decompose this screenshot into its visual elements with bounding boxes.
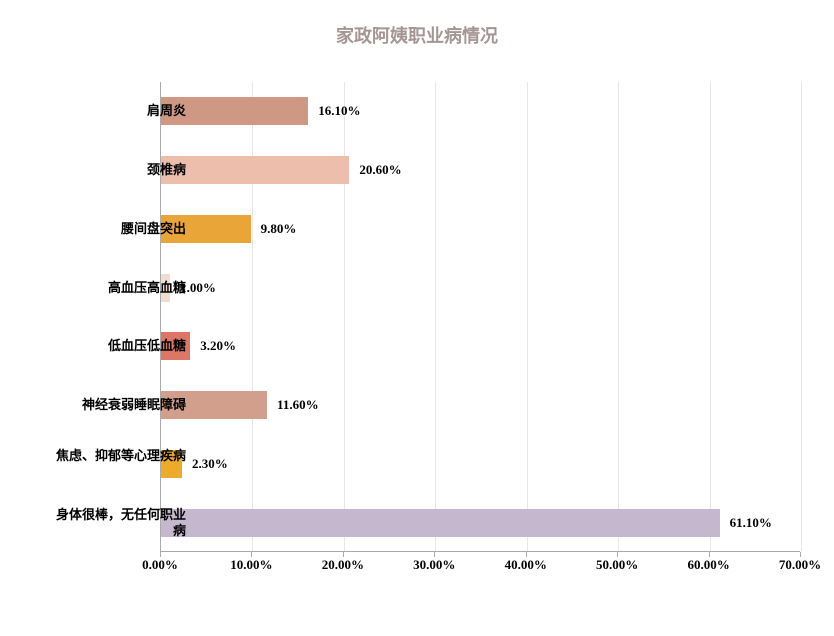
bar-value-label: 61.10%: [730, 515, 772, 531]
bar-value-label: 3.20%: [200, 338, 236, 354]
y-axis-label: 颈椎病: [56, 162, 186, 178]
bar: [161, 156, 349, 184]
x-tick-label: 0.00%: [142, 557, 178, 573]
x-tick-label: 70.00%: [779, 557, 821, 573]
x-tick-label: 60.00%: [687, 557, 729, 573]
y-axis-label: 肩周炎: [56, 103, 186, 119]
y-axis-label: 高血压高血糖: [56, 280, 186, 296]
y-axis-label: 低血压低血糖: [56, 338, 186, 354]
x-tick-label: 10.00%: [230, 557, 272, 573]
bar-row: 61.10%: [161, 493, 800, 552]
x-tick-label: 50.00%: [596, 557, 638, 573]
chart-title: 家政阿姨职业病情况: [0, 0, 834, 48]
bar-row: 11.60%: [161, 376, 800, 435]
gridline: [801, 82, 802, 551]
bar-value-label: 16.10%: [318, 103, 360, 119]
bar-value-label: 2.30%: [192, 456, 228, 472]
x-tick-label: 40.00%: [505, 557, 547, 573]
y-axis-label: 焦虑、抑郁等心理疾病: [56, 448, 186, 464]
bar-row: 3.20%: [161, 317, 800, 376]
bar-value-label: 9.80%: [261, 221, 297, 237]
bar-value-label: 11.60%: [277, 397, 319, 413]
x-tick-label: 20.00%: [322, 557, 364, 573]
bar: [161, 509, 720, 537]
y-axis-label: 身体很棒，无任何职业病: [56, 507, 186, 540]
bar-row: 20.60%: [161, 141, 800, 200]
y-axis-label: 腰间盘突出: [56, 221, 186, 237]
bar-row: 9.80%: [161, 200, 800, 259]
bar-row: 16.10%: [161, 82, 800, 141]
y-axis-label: 神经衰弱睡眠障碍: [56, 397, 186, 413]
bar-row: 2.30%: [161, 435, 800, 494]
bar-value-label: 20.60%: [359, 162, 401, 178]
chart-area: 16.10% 20.60% 9.80% 1.00% 3.20% 11.60% 2.30% 61…: [160, 82, 800, 577]
bar-row: 1.00%: [161, 258, 800, 317]
plot-region: 16.10% 20.60% 9.80% 1.00% 3.20% 11.60% 2.30% 61…: [160, 82, 800, 552]
x-tick-label: 30.00%: [413, 557, 455, 573]
